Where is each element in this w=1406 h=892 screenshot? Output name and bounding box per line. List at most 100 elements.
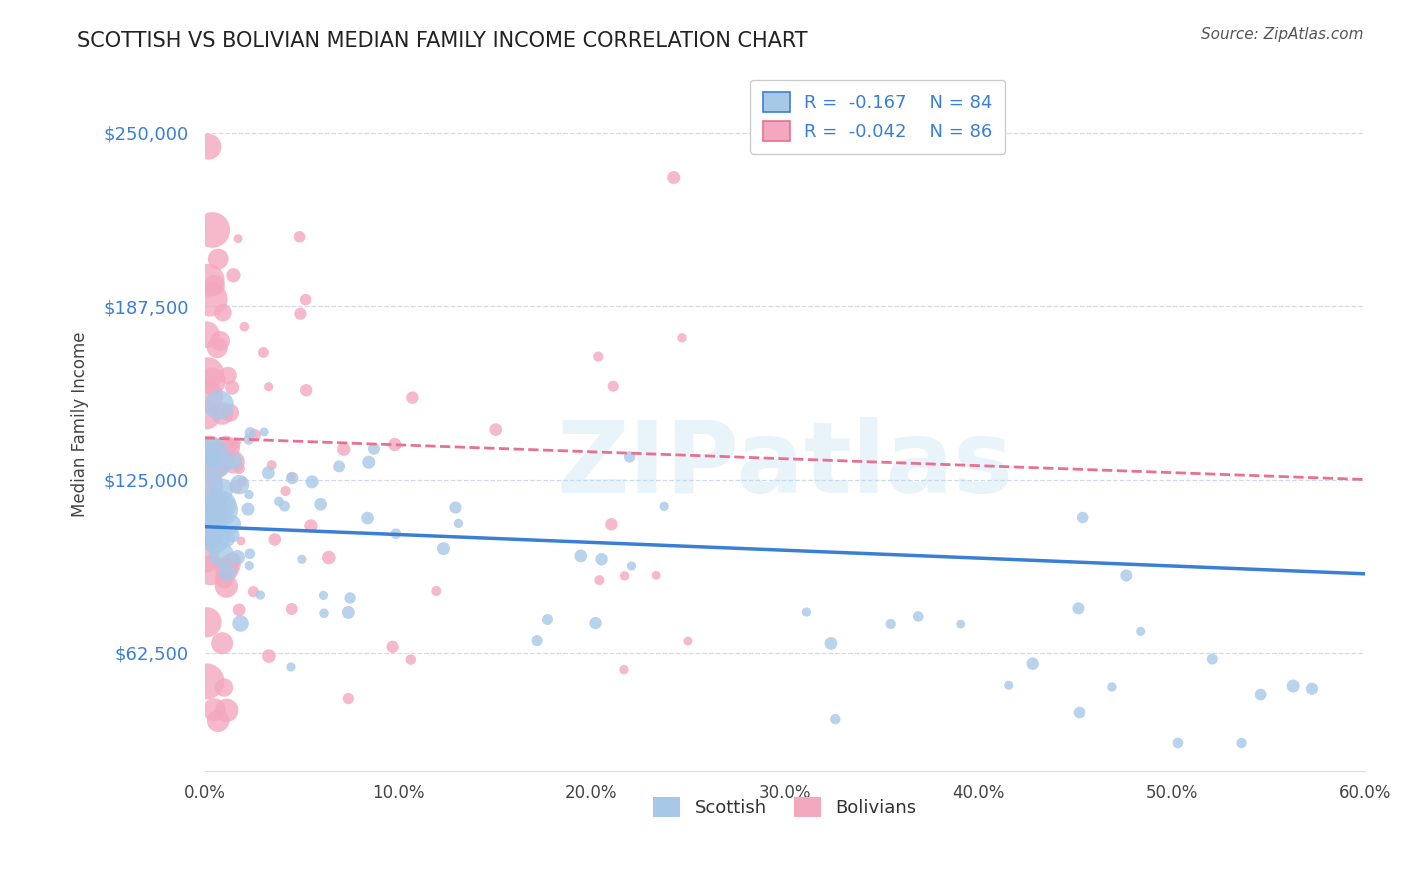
Point [215, 579, 238, 593]
Point [212, 306, 235, 320]
Point [214, 573, 236, 587]
Y-axis label: Median Family Income: Median Family Income [72, 331, 89, 516]
Point [312, 606, 335, 620]
Point [229, 616, 252, 631]
Point [197, 367, 219, 381]
Point [197, 481, 219, 495]
Point [309, 497, 332, 511]
Point [221, 516, 243, 531]
Point [202, 456, 225, 470]
Point [1301, 681, 1323, 696]
Point [219, 441, 242, 455]
Point [1069, 706, 1091, 720]
Point [291, 552, 314, 566]
Point [197, 273, 219, 287]
Point [295, 384, 318, 398]
Text: ZIPatlas: ZIPatlas [557, 417, 1014, 514]
Point [602, 379, 624, 393]
Point [252, 345, 274, 359]
Point [339, 591, 361, 605]
Point [613, 663, 636, 677]
Point [536, 613, 558, 627]
Point [257, 380, 280, 394]
Point [997, 678, 1019, 692]
Point [281, 471, 304, 485]
Point [197, 503, 219, 517]
Point [238, 558, 260, 573]
Point [201, 446, 224, 460]
Point [209, 483, 232, 498]
Point [229, 533, 252, 548]
Point [207, 252, 229, 266]
Point [652, 500, 675, 514]
Point [205, 457, 228, 471]
Point [385, 526, 408, 541]
Point [620, 559, 643, 574]
Point [1129, 624, 1152, 639]
Point [219, 406, 242, 420]
Point [198, 442, 221, 456]
Point [215, 563, 238, 577]
Point [209, 334, 232, 348]
Point [444, 500, 467, 515]
Point [1167, 736, 1189, 750]
Point [1230, 736, 1253, 750]
Point [399, 652, 422, 666]
Point [432, 541, 454, 556]
Point [294, 293, 316, 307]
Point [201, 506, 224, 520]
Point [215, 440, 238, 454]
Point [273, 499, 295, 513]
Point [202, 278, 225, 293]
Point [301, 475, 323, 489]
Point [907, 609, 929, 624]
Point [1282, 679, 1305, 693]
Point [231, 475, 253, 489]
Point [485, 423, 508, 437]
Point [662, 170, 685, 185]
Point [824, 712, 846, 726]
Point [207, 341, 229, 355]
Point [384, 437, 406, 451]
Point [356, 511, 378, 525]
Point [207, 714, 229, 728]
Point [215, 532, 238, 546]
Point [796, 605, 818, 619]
Point [337, 691, 360, 706]
Point [202, 520, 225, 534]
Point [197, 509, 219, 524]
Point [222, 454, 245, 468]
Point [820, 636, 842, 650]
Point [211, 407, 233, 421]
Point [228, 477, 250, 491]
Point [274, 483, 297, 498]
Point [253, 425, 276, 439]
Point [195, 475, 218, 489]
Point [328, 459, 350, 474]
Point [197, 447, 219, 461]
Point [201, 530, 224, 544]
Point [299, 519, 322, 533]
Point [318, 550, 340, 565]
Point [202, 497, 225, 511]
Point [200, 520, 222, 534]
Point [233, 319, 256, 334]
Point [1115, 568, 1137, 582]
Point [236, 502, 259, 516]
Point [201, 374, 224, 388]
Point [202, 518, 225, 533]
Point [217, 566, 239, 580]
Point [401, 391, 423, 405]
Point [569, 549, 592, 563]
Point [239, 547, 262, 561]
Point [238, 488, 260, 502]
Point [526, 633, 548, 648]
Point [228, 461, 250, 475]
Point [588, 350, 610, 364]
Point [228, 603, 250, 617]
Point [215, 703, 238, 717]
Point [613, 569, 636, 583]
Point [290, 307, 312, 321]
Point [267, 494, 290, 508]
Point [381, 640, 404, 654]
